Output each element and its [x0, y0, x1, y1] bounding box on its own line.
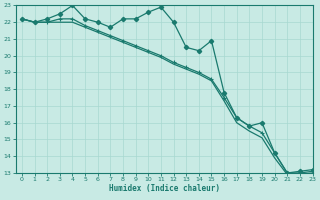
X-axis label: Humidex (Indice chaleur): Humidex (Indice chaleur)	[108, 184, 220, 193]
